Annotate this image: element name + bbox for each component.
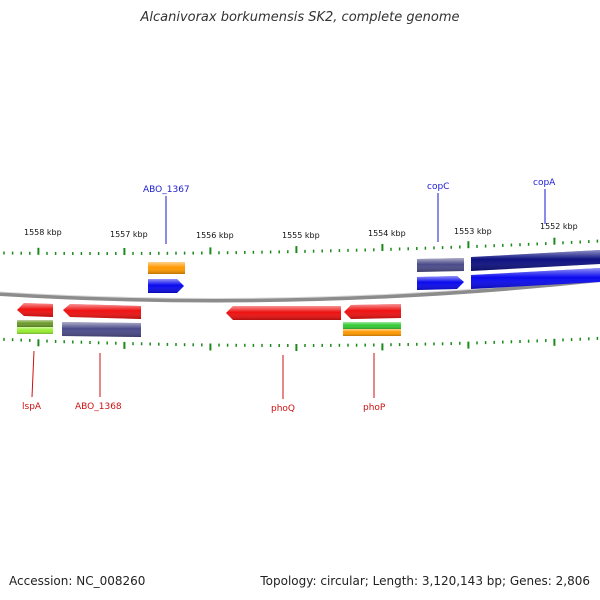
abo1367-cog[interactable]	[148, 262, 185, 274]
gene-label-lspa[interactable]: lspA	[22, 402, 42, 412]
gene-label-phoq[interactable]: phoQ	[271, 404, 295, 414]
phop-gene[interactable]	[344, 304, 401, 319]
ruler-label-1553: 1553 kbp	[454, 227, 492, 236]
accession-text: Accession: NC_008260	[9, 574, 146, 588]
ruler-ticks-bottom	[3, 336, 599, 351]
ruler-label-1555: 1555 kbp	[282, 231, 320, 240]
ruler-label-1558: 1558 kbp	[24, 228, 62, 237]
ruler-label-1552: 1552 kbp	[540, 222, 578, 231]
copa-gene[interactable]	[471, 268, 600, 289]
abo1367-gene[interactable]	[148, 279, 184, 293]
genome-backbone	[0, 278, 600, 303]
lspa-cog-olive[interactable]	[17, 320, 53, 327]
ruler-label-1557: 1557 kbp	[110, 230, 148, 239]
gene-label-copc[interactable]: copC	[427, 182, 449, 192]
gene-label-abo1368[interactable]: ABO_1368	[75, 402, 122, 412]
topology-text: Topology: circular; Length: 3,120,143 bp…	[260, 574, 590, 588]
lspa-gene[interactable]	[17, 303, 53, 317]
gene-label-phop[interactable]: phoP	[363, 403, 386, 413]
phop-cog-orange[interactable]	[343, 329, 401, 336]
lspa-cog-lime[interactable]	[17, 327, 53, 334]
phop-cog-green[interactable]	[343, 322, 401, 329]
leader-lspa	[31, 350, 35, 398]
gene-label-abo1367[interactable]: ABO_1367	[143, 185, 190, 195]
ruler-ticks-top	[3, 237, 599, 255]
abo1368-gene[interactable]	[63, 304, 141, 319]
phoq-gene[interactable]	[226, 306, 341, 320]
copa-cog[interactable]	[471, 250, 600, 271]
abo1368-cog[interactable]	[62, 322, 141, 337]
copc-gene[interactable]	[417, 276, 464, 290]
map-title: Alcanivorax borkumensis SK2, complete ge…	[140, 10, 460, 25]
ruler-label-1554: 1554 kbp	[368, 229, 406, 238]
gene-label-copa[interactable]: copA	[533, 178, 556, 188]
copc-cog[interactable]	[417, 258, 464, 272]
ruler-label-1556: 1556 kbp	[196, 231, 234, 240]
